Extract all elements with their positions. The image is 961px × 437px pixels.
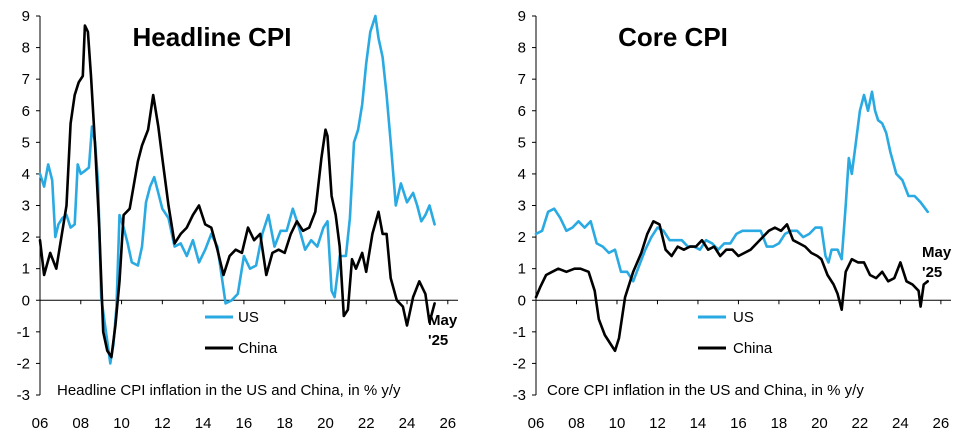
x-tick-label: 26: [933, 415, 950, 432]
y-tick-label: 2: [22, 229, 30, 246]
y-tick-label: -3: [17, 387, 30, 404]
y-tick-label: -1: [513, 324, 526, 341]
x-tick-label: 10: [609, 415, 626, 432]
legend-label-china: China: [733, 340, 773, 357]
y-tick-label: 1: [22, 261, 30, 278]
y-tick-label: 6: [518, 103, 526, 120]
x-tick-label: 26: [439, 415, 456, 432]
y-tick-label: 4: [22, 166, 30, 183]
x-tick-label: 18: [276, 415, 293, 432]
y-tick-label: -2: [17, 355, 30, 372]
y-tick-label: 5: [22, 134, 30, 151]
y-tick-label: 8: [22, 40, 30, 57]
x-tick-label: 22: [358, 415, 375, 432]
end-date-annotation: May: [428, 312, 458, 329]
chart-title: Headline CPI: [133, 22, 292, 52]
x-tick-label: 08: [568, 415, 585, 432]
core-cpi-chart: Core CPI Core CPI inflation in the US an…: [513, 8, 952, 432]
y-tick-label: 3: [518, 198, 526, 215]
x-tick-label: 08: [72, 415, 89, 432]
x-tick-label: 06: [528, 415, 545, 432]
y-tick-label: 7: [518, 71, 526, 88]
series-line-china: [38, 24, 436, 359]
chart-caption: Headline CPI inflation in the US and Chi…: [57, 382, 401, 399]
y-tick-label: 2: [518, 229, 526, 246]
x-tick-label: 12: [649, 415, 666, 432]
x-tick-label: 20: [317, 415, 334, 432]
y-tick-label: 0: [518, 292, 526, 309]
end-date-annotation: '25: [922, 264, 942, 281]
y-tick-label: 9: [518, 8, 526, 25]
x-tick-label: 16: [236, 415, 253, 432]
legend-label-us: US: [238, 309, 259, 326]
end-date-annotation: May: [922, 244, 952, 261]
x-tick-label: 14: [690, 415, 707, 432]
y-tick-label: 0: [22, 292, 30, 309]
y-tick-label: 6: [22, 103, 30, 120]
x-tick-label: 14: [195, 415, 212, 432]
x-tick-label: 06: [32, 415, 49, 432]
y-tick-label: 1: [518, 261, 526, 278]
y-tick-label: 8: [518, 40, 526, 57]
y-tick-label: 4: [518, 166, 526, 183]
y-tick-label: 7: [22, 71, 30, 88]
x-tick-label: 16: [730, 415, 747, 432]
chart-title: Core CPI: [618, 22, 728, 52]
x-tick-label: 10: [113, 415, 130, 432]
x-tick-label: 20: [811, 415, 828, 432]
y-tick-label: -2: [513, 355, 526, 372]
end-date-annotation: '25: [428, 332, 448, 349]
legend-label-china: China: [238, 340, 278, 357]
y-tick-label: -1: [17, 324, 30, 341]
series-line-china: [534, 220, 930, 353]
y-tick-label: -3: [513, 387, 526, 404]
headline-cpi-chart: Headline CPI Headline CPI inflation in t…: [17, 8, 458, 432]
chart-caption: Core CPI inflation in the US and China, …: [547, 382, 864, 399]
y-tick-label: 9: [22, 8, 30, 25]
x-tick-label: 22: [852, 415, 869, 432]
y-tick-label: 3: [22, 198, 30, 215]
series-line-us: [534, 90, 930, 283]
x-tick-label: 24: [399, 415, 416, 432]
legend-label-us: US: [733, 309, 754, 326]
x-tick-label: 18: [771, 415, 788, 432]
x-tick-label: 24: [892, 415, 909, 432]
x-tick-label: 12: [154, 415, 171, 432]
y-tick-label: 5: [518, 134, 526, 151]
